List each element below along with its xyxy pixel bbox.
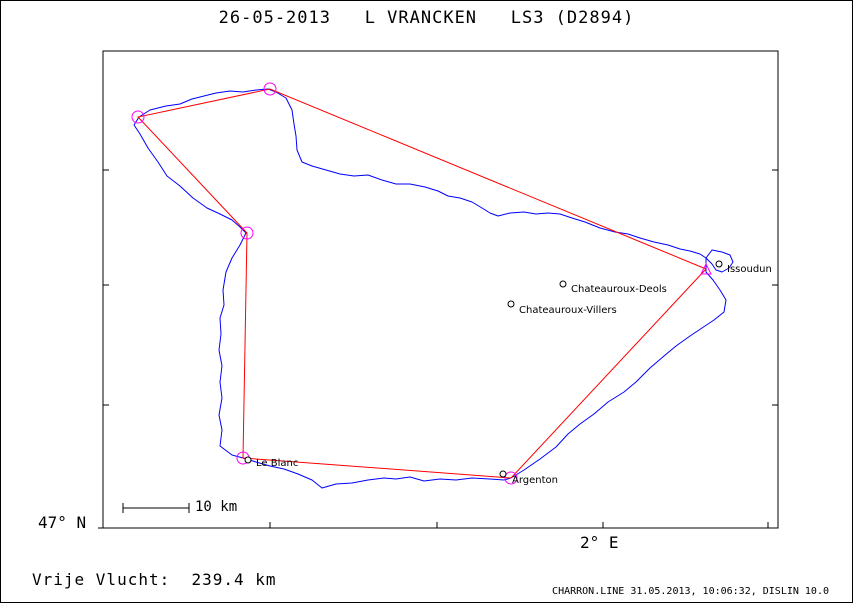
- flight-title: 26-05-2013 L VRANCKEN LS3 (D2894): [218, 8, 635, 28]
- place-label: Chateauroux-Deols: [571, 284, 667, 295]
- place-marker: [244, 456, 252, 464]
- place-label: Issoudun: [727, 264, 772, 275]
- place-label: Le Blanc: [256, 458, 298, 469]
- scale-bar-label: 10 km: [195, 499, 238, 515]
- place-marker: [559, 280, 567, 288]
- turnpoint-marker: [240, 226, 254, 240]
- place-label: Argenton: [512, 475, 558, 486]
- place-marker: [715, 260, 723, 268]
- turnpoint-marker: [131, 110, 145, 124]
- turnpoint-marker: [263, 82, 277, 96]
- latitude-label: 47° N: [38, 513, 87, 532]
- place-marker: [499, 470, 507, 478]
- turnpoint-marker: [504, 471, 518, 485]
- place-label: Chateauroux-Villers: [519, 305, 617, 316]
- software-footer: CHARRON.LINE 31.05.2013, 10:06:32, DISLI…: [552, 586, 829, 597]
- flight-distance: Vrije Vlucht: 239.4 km: [32, 570, 277, 589]
- task-legs: [137, 88, 707, 479]
- place-marker: [507, 300, 515, 308]
- start-finish-marker: [700, 262, 712, 275]
- plot-border: [102, 50, 779, 529]
- longitude-label: 2° E: [580, 533, 619, 552]
